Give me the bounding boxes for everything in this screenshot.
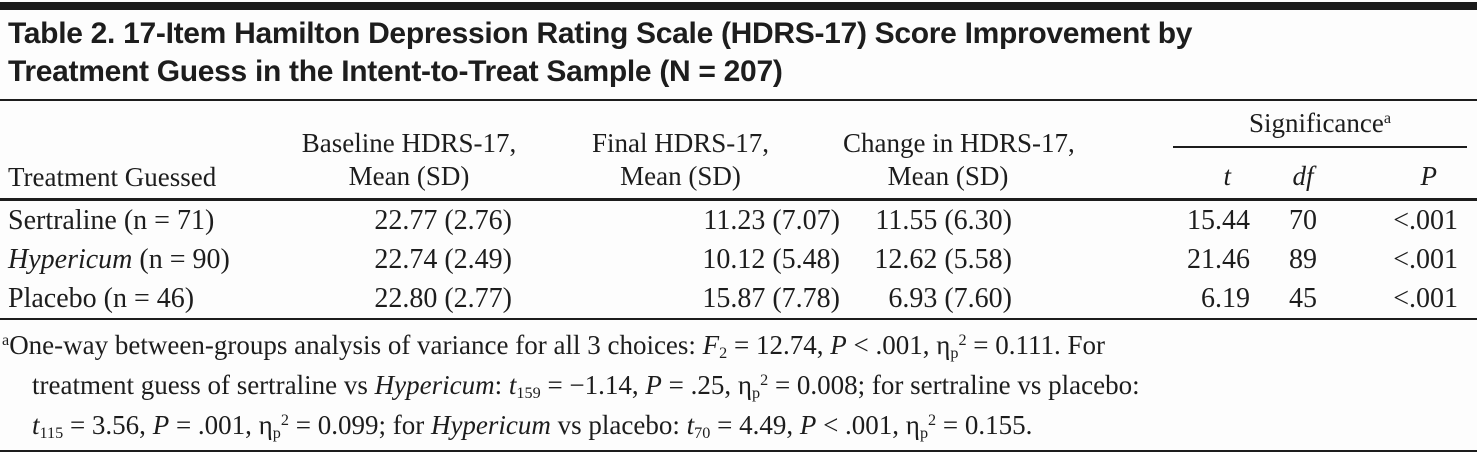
- column-header-change-line1: Change in HDRS-17,: [843, 128, 1075, 158]
- hdrs-table: Treatment Guessed Baseline HDRS-17, Mean…: [0, 101, 1477, 320]
- cell-baseline: 22.77 (2.76): [374, 204, 512, 236]
- table-title: Table 2. 17-Item Hamilton Depression Rat…: [0, 10, 1477, 101]
- significance-label: Significancea: [1173, 101, 1468, 148]
- column-header-final-line1: Final HDRS-17,: [591, 128, 770, 158]
- column-header-final: Final HDRS-17, Mean (SD): [518, 101, 843, 201]
- cell-treatment: Placebo (n = 46): [8, 282, 195, 314]
- cell-final: 15.87 (7.78): [702, 282, 840, 314]
- column-header-p: P: [1353, 148, 1477, 201]
- cell-final: 10.12 (5.48): [702, 243, 840, 275]
- cell-baseline: 22.80 (2.77): [374, 282, 512, 314]
- column-header-baseline-line1: Baseline HDRS-17,: [301, 128, 517, 158]
- table-row-placebo: Placebo (n = 46) 22.80 (2.77) 15.87 (7.7…: [0, 279, 1477, 319]
- cell-t: 6.19: [1201, 282, 1250, 314]
- table-title-line1: Table 2. 17-Item Hamilton Depression Rat…: [8, 17, 1193, 50]
- cell-final: 11.23 (7.07): [703, 204, 840, 236]
- cell-df: 89: [1289, 243, 1317, 275]
- table-row-sertraline: Sertraline (n = 71) 22.77 (2.76) 11.23 (…: [0, 200, 1477, 241]
- table-body: Sertraline (n = 71) 22.77 (2.76) 11.23 (…: [0, 200, 1477, 320]
- cell-t: 21.46: [1187, 243, 1250, 275]
- column-header-df: df: [1253, 148, 1353, 201]
- cell-t: 15.44: [1187, 204, 1250, 236]
- column-header-final-line2: Mean (SD): [620, 161, 741, 191]
- cell-baseline: 22.74 (2.49): [374, 243, 512, 275]
- column-header-baseline-line2: Mean (SD): [348, 161, 470, 191]
- column-header-treatment-guessed: Treatment Guessed: [0, 101, 300, 201]
- table-header: Treatment Guessed Baseline HDRS-17, Mean…: [0, 101, 1477, 201]
- table-title-line2: Treatment Guess in the Intent-to-Treat S…: [8, 55, 783, 88]
- column-header-change-line2: Mean (SD): [887, 161, 1009, 191]
- cell-change: 6.93 (7.60): [888, 282, 1012, 314]
- column-header-t: t: [1053, 148, 1253, 201]
- table-footnote: aOne-way between-groups analysis of vari…: [0, 320, 1477, 452]
- table-row-hypericum: Hypericum (n = 90) 22.74 (2.49) 10.12 (5…: [0, 240, 1477, 279]
- cell-change: 12.62 (5.58): [874, 243, 1012, 275]
- cell-treatment: Hypericum (n = 90): [8, 243, 230, 275]
- column-header-baseline: Baseline HDRS-17, Mean (SD): [300, 101, 518, 201]
- cell-treatment: Sertraline (n = 71): [8, 204, 215, 236]
- column-header-change: Change in HDRS-17, Mean (SD): [843, 101, 1075, 201]
- cell-p: <.001: [1393, 243, 1459, 275]
- cell-p: <.001: [1393, 204, 1459, 236]
- cell-df: 45: [1289, 282, 1317, 314]
- cell-change: 11.55 (6.30): [875, 204, 1012, 236]
- cell-df: 70: [1289, 204, 1317, 236]
- column-group-significance: Significancea: [1053, 101, 1477, 148]
- top-rule: [0, 2, 1477, 10]
- cell-p: <.001: [1393, 282, 1459, 314]
